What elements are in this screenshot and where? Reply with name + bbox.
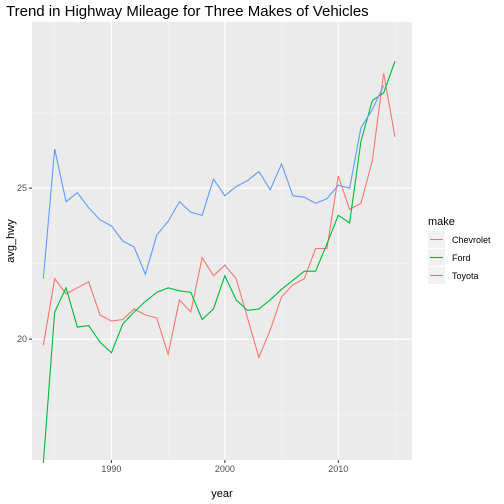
x-tick-label: 2000 <box>215 464 235 474</box>
series-lines <box>42 61 396 464</box>
x-tick-label: 2010 <box>328 464 348 474</box>
minor-gridlines <box>32 22 412 460</box>
chart-title: Trend in Highway Mileage for Three Makes… <box>6 3 369 20</box>
legend-label-chevrolet: Chevrolet <box>452 235 491 245</box>
legend-label-ford: Ford <box>452 253 471 263</box>
legend-title: make <box>428 216 455 228</box>
legend-label-toyota: Toyota <box>452 271 479 281</box>
x-axis-title: year <box>211 488 233 500</box>
series-line-toyota <box>42 85 385 279</box>
legend: make Chevrolet Ford Toyota <box>428 216 491 284</box>
x-tick-label: 1990 <box>101 464 121 474</box>
x-axis: 1990 2000 2010 <box>101 460 348 474</box>
y-axis-title: avg_hwy <box>5 219 17 263</box>
y-tick-label: 25 <box>17 183 27 193</box>
series-line-ford <box>42 61 396 464</box>
y-tick-label: 20 <box>17 334 27 344</box>
plot-panel <box>32 22 412 460</box>
